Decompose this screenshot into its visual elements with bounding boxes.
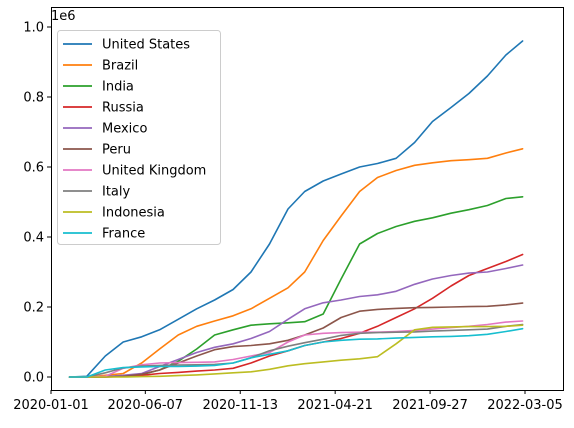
legend-label: Peru xyxy=(102,143,131,158)
y-tick-label: 0.2 xyxy=(23,301,44,316)
y-tick-label: 0.0 xyxy=(23,371,44,386)
legend-label: United Kingdom xyxy=(102,164,206,179)
y-tick-label: 0.4 xyxy=(23,231,44,246)
legend: United States Brazil India Russia Mexico Peru… xyxy=(58,31,221,245)
x-tick-label: 2022-03-05 xyxy=(487,398,563,413)
x-tick-label: 2021-04-21 xyxy=(297,398,373,413)
legend-label: Italy xyxy=(102,185,131,200)
legend-label: Russia xyxy=(102,101,144,116)
legend-label: Brazil xyxy=(102,59,138,74)
legend-label: United States xyxy=(102,38,190,53)
x-tick-label: 2020-01-01 xyxy=(13,398,89,413)
series-line-mexico xyxy=(70,265,523,377)
x-tick-label: 2020-11-13 xyxy=(202,398,278,413)
y-axis: 0.0 0.2 0.4 0.6 0.8 1.0 xyxy=(23,21,51,386)
series-line-russia xyxy=(70,255,523,378)
legend-label: Indonesia xyxy=(102,206,165,221)
x-tick-label: 2021-09-27 xyxy=(392,398,468,413)
series-line-indonesia xyxy=(70,325,523,377)
x-axis: 2020-01-01 2020-06-07 2020-11-13 2021-04-21… xyxy=(13,390,563,413)
y-tick-label: 1.0 xyxy=(23,21,44,36)
series-line-italy xyxy=(70,325,523,378)
series-line-france xyxy=(70,329,523,377)
legend-label: India xyxy=(102,80,134,95)
x-tick-label: 2020-06-07 xyxy=(108,398,184,413)
y-tick-label: 0.6 xyxy=(23,161,44,176)
y-tick-label: 0.8 xyxy=(23,91,44,106)
legend-label: Mexico xyxy=(102,122,147,137)
y-scale-label: 1e6 xyxy=(51,9,76,24)
legend-label: France xyxy=(102,227,145,242)
